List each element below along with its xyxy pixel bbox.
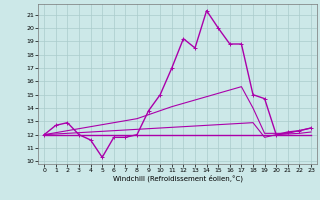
- X-axis label: Windchill (Refroidissement éolien,°C): Windchill (Refroidissement éolien,°C): [113, 175, 243, 182]
